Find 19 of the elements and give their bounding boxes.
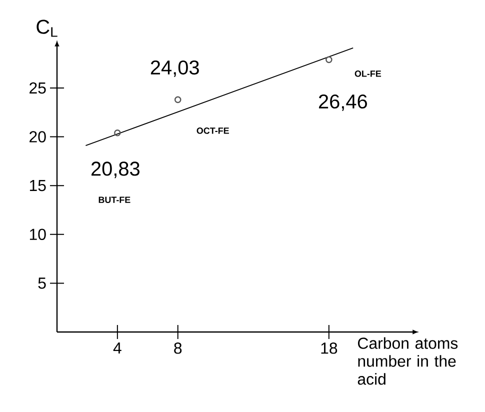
y-tick-label: 5 bbox=[38, 278, 46, 289]
x-tick-label: 4 bbox=[113, 342, 122, 354]
annotation: 20,83 bbox=[92, 162, 140, 178]
y-axis-title: C$_{L}$ bbox=[36, 20, 58, 37]
annotation: 26,46 bbox=[318, 94, 367, 111]
annotation: OCT-FE bbox=[196, 128, 229, 134]
y-tick-label: 20 bbox=[30, 131, 46, 142]
x-tick-label: 8 bbox=[174, 342, 182, 354]
point bbox=[174, 96, 182, 104]
annotation: 24,03 bbox=[150, 60, 199, 77]
y-tick-label: 25 bbox=[30, 82, 46, 94]
point bbox=[114, 130, 121, 136]
y-tick-label: 10 bbox=[30, 228, 46, 240]
y-tick-label: 15 bbox=[30, 180, 46, 192]
point bbox=[326, 56, 332, 64]
annotation: BUT-FE bbox=[98, 196, 130, 204]
annotation: OL-FE bbox=[354, 70, 382, 77]
x-tick-label: 18 bbox=[321, 342, 338, 354]
x-axis-title: Carbon atoms number in the acid bbox=[358, 337, 458, 385]
